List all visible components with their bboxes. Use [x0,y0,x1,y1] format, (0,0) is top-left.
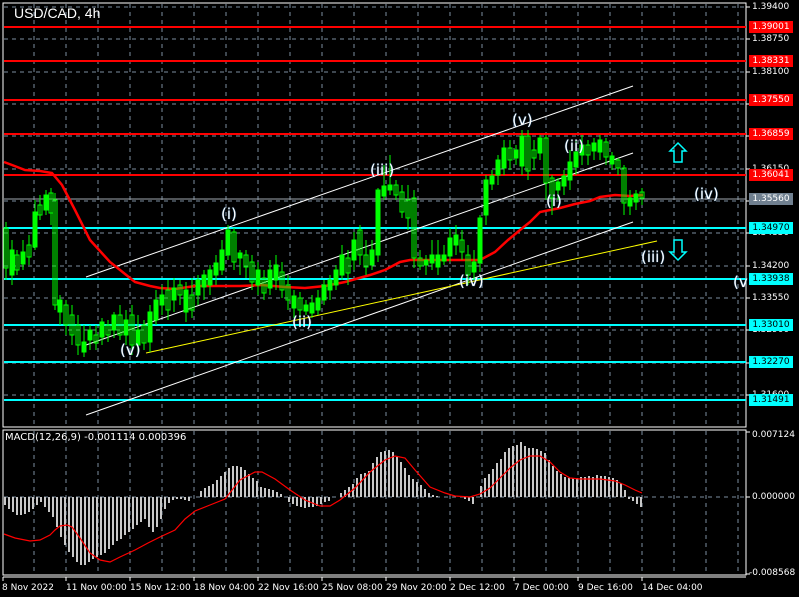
support-price-tag: 1.33938 [749,273,793,285]
wave-label-iii: (iii) [370,161,395,179]
macd-histogram [4,442,642,565]
macd-signal-line [3,455,643,563]
moving-average-line [3,160,644,291]
macd-axis-min: -0.008568 [749,568,796,578]
time-tick: 14 Dec 04:00 [642,583,703,593]
wave-label-i-sub: (i) [546,192,562,210]
time-tick: 29 Nov 20:00 [386,583,447,593]
price-panel-frame [2,2,747,428]
time-tick: 2 Dec 12:00 [450,583,505,593]
wave-label-iii-projection: (iii) [641,248,666,266]
resistance-lines [4,26,746,176]
support-price-tag: 1.34970 [749,222,793,234]
wave-label-v-projection: (v [733,273,748,291]
time-tick: 7 Dec 00:00 [514,583,569,593]
time-tick: 9 Dec 16:00 [578,583,633,593]
wave-label-ii: (ii) [292,313,313,331]
resistance-price-tag: 1.39001 [749,21,793,33]
resistance-price-tag: 1.36041 [749,169,793,181]
macd-axis-max: 0.007124 [752,430,795,440]
resistance-price-tag: 1.36859 [749,128,793,140]
time-tick: 18 Nov 04:00 [194,583,255,593]
support-price-tag: 1.32270 [749,356,793,368]
price-tick: 1.33550 [752,293,790,303]
time-tick: 8 Nov 2022 [2,583,54,593]
wave-label-v: (v) [120,341,141,359]
price-tick: 1.39400 [752,2,790,12]
price-tick: 1.34200 [752,261,790,271]
resistance-price-tag: 1.38331 [749,55,793,67]
time-tick: 25 Nov 08:00 [322,583,383,593]
down-arrow-icon [668,239,688,262]
macd-panel-frame [2,429,747,576]
trendline [145,240,658,354]
support-price-tag: 1.33010 [749,319,793,331]
current-price-tag: 1.35560 [749,193,793,205]
price-tick: 1.38750 [752,34,790,44]
support-price-tag: 1.31491 [749,394,793,406]
time-tick: 15 Nov 12:00 [130,583,191,593]
wave-label-iv: (iv) [459,272,484,290]
chart-title: USD/CAD, 4h [14,5,101,21]
resistance-price-tag: 1.37550 [749,94,793,106]
wave-label-v-top: (v) [512,111,533,129]
wave-label-iv-projection: (iv) [694,185,719,203]
wave-label-ii-sub: (ii) [564,137,585,155]
price-tick: 1.38100 [752,67,790,77]
up-arrow-icon [668,141,688,163]
macd-indicator-label: MACD(12,26,9) -0.001114 0.000396 [5,432,187,443]
vertical-grid [33,4,739,574]
wave-label-i: (i) [221,205,237,223]
time-tick: 11 Nov 00:00 [66,583,127,593]
candlesticks [3,130,645,357]
support-lines [4,227,746,401]
time-tick: 22 Nov 16:00 [258,583,319,593]
macd-axis-zero: 0.000000 [752,492,795,502]
